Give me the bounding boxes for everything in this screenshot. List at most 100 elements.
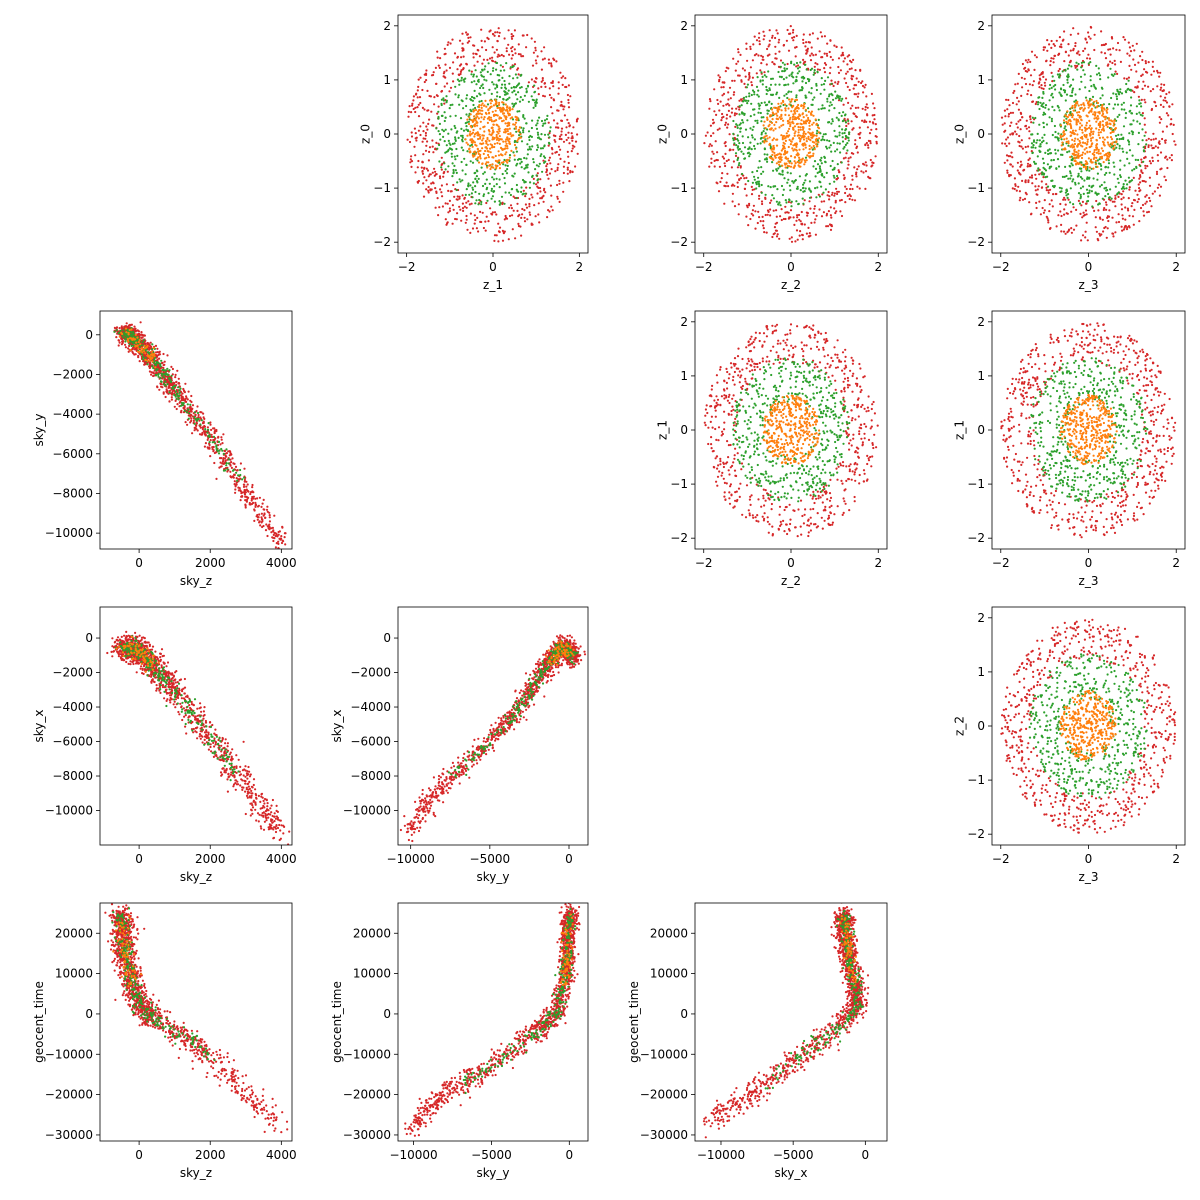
- orange-point: [1112, 130, 1115, 133]
- red-point: [1082, 211, 1085, 214]
- red-point: [722, 86, 725, 89]
- red-point: [848, 88, 851, 92]
- green-point: [477, 177, 480, 180]
- red-point: [850, 74, 853, 77]
- red-point: [853, 112, 856, 116]
- red-point: [497, 240, 500, 243]
- red-point: [779, 215, 782, 218]
- green-point: [1044, 106, 1047, 109]
- red-point: [854, 69, 857, 72]
- green-point: [1126, 157, 1129, 160]
- red-point: [562, 108, 565, 111]
- red-point: [1063, 60, 1066, 63]
- red-point: [431, 171, 434, 174]
- green-point: [470, 143, 473, 146]
- red-point: [847, 160, 850, 163]
- green-point: [1095, 73, 1099, 76]
- green-point: [539, 138, 543, 141]
- orange-point: [1081, 145, 1084, 148]
- green-point: [1031, 151, 1034, 155]
- orange-point: [795, 142, 798, 145]
- red-point: [1116, 72, 1119, 75]
- red-point: [448, 199, 451, 202]
- orange-point: [794, 112, 797, 115]
- red-point: [1008, 173, 1011, 177]
- green-point: [1041, 157, 1045, 160]
- orange-point: [502, 112, 506, 115]
- red-point: [823, 67, 826, 70]
- red-point: [1164, 155, 1168, 158]
- orange-point: [1093, 151, 1096, 154]
- green-point: [1116, 138, 1119, 141]
- red-point: [540, 85, 543, 88]
- orange-point: [1103, 138, 1106, 141]
- green-point: [1092, 177, 1095, 180]
- green-point: [1037, 169, 1040, 172]
- green-point: [1079, 193, 1082, 196]
- red-point: [443, 85, 446, 88]
- red-point: [562, 75, 565, 78]
- orange-point: [797, 125, 800, 129]
- green-point: [795, 200, 798, 203]
- red-point: [834, 211, 837, 215]
- orange-point: [807, 137, 810, 141]
- red-point: [838, 171, 841, 174]
- red-point: [426, 169, 430, 172]
- red-point: [570, 150, 573, 153]
- orange-point: [485, 105, 488, 108]
- red-point: [794, 46, 797, 49]
- red-point: [558, 200, 561, 203]
- green-point: [748, 95, 751, 98]
- orange-point: [810, 136, 813, 139]
- red-point: [870, 128, 873, 131]
- green-point: [1063, 175, 1066, 178]
- red-point: [1013, 89, 1016, 93]
- orange-point: [498, 130, 501, 133]
- orange-point: [780, 114, 783, 117]
- red-point: [1128, 188, 1131, 191]
- green-point: [491, 69, 495, 72]
- red-point: [1064, 203, 1067, 206]
- red-point: [1123, 77, 1126, 80]
- orange-point: [475, 120, 478, 123]
- orange-point: [802, 120, 805, 123]
- red-point: [519, 53, 522, 56]
- green-point: [448, 142, 451, 145]
- red-point: [1048, 43, 1051, 46]
- red-point: [835, 45, 838, 48]
- orange-point: [814, 118, 817, 121]
- orange-point: [1090, 137, 1093, 140]
- red-point: [426, 140, 429, 143]
- orange-point: [1095, 106, 1098, 109]
- red-point: [1109, 53, 1112, 56]
- red-point: [849, 187, 852, 191]
- green-point: [1065, 174, 1068, 178]
- green-point: [475, 95, 479, 98]
- y-tick-label: 2: [383, 19, 391, 33]
- green-point: [750, 102, 753, 105]
- green-point: [437, 115, 440, 119]
- red-point: [830, 216, 833, 219]
- red-point: [1029, 60, 1032, 64]
- green-point: [1097, 67, 1100, 70]
- red-point: [566, 168, 569, 171]
- red-point: [496, 31, 499, 34]
- red-point: [857, 106, 860, 109]
- green-point: [799, 61, 802, 64]
- orange-point: [794, 130, 797, 133]
- green-point: [828, 104, 831, 107]
- red-point: [1031, 100, 1034, 103]
- orange-point: [1076, 111, 1079, 114]
- orange-point: [1077, 152, 1080, 155]
- green-point: [755, 85, 759, 88]
- red-point: [1064, 198, 1067, 201]
- red-point: [800, 210, 803, 214]
- red-point: [459, 70, 462, 73]
- red-point: [735, 112, 738, 115]
- green-point: [513, 172, 516, 175]
- red-point: [844, 185, 847, 188]
- orange-point: [1088, 166, 1091, 169]
- orange-point: [782, 123, 785, 126]
- red-point: [1020, 164, 1023, 167]
